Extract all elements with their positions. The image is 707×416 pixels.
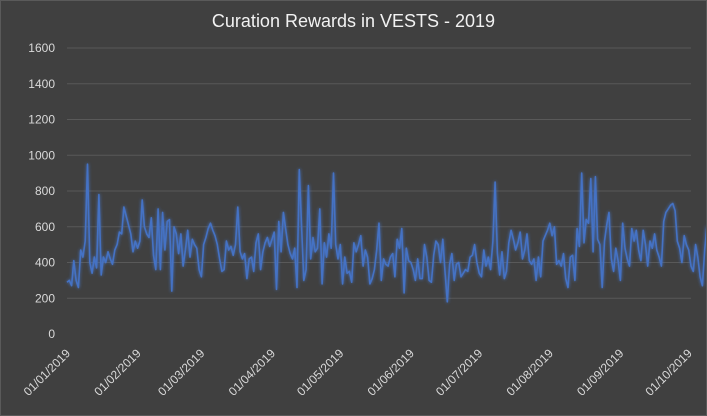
x-tick-label: 01/08/2019 [504, 346, 557, 399]
y-tick-label: 1000 [28, 148, 55, 162]
y-tick-label: 1600 [28, 41, 55, 55]
y-tick-label: 200 [35, 291, 55, 305]
x-tick-label: 01/02/2019 [91, 346, 144, 399]
y-tick-label: 800 [35, 184, 55, 198]
x-tick-label: 01/06/2019 [365, 346, 418, 399]
x-tick-label: 01/07/2019 [433, 346, 486, 399]
x-tick-label: 01/10/2019 [642, 346, 695, 399]
chart-title: Curation Rewards in VESTS - 2019 [211, 11, 496, 31]
y-tick-label: 1400 [28, 77, 55, 91]
series-line [66, 163, 706, 303]
y-tick-label: 600 [35, 220, 55, 234]
x-tick-label: 01/04/2019 [226, 346, 279, 399]
y-tick-label: 1200 [28, 113, 55, 127]
x-tick-label: 01/05/2019 [294, 346, 347, 399]
x-tick-label: 01/03/2019 [155, 346, 208, 399]
x-tick-label: 01/09/2019 [574, 346, 627, 399]
x-tick-label: 01/01/2019 [21, 346, 74, 399]
y-tick-label: 400 [35, 256, 55, 270]
y-tick-label: 0 [48, 327, 55, 341]
